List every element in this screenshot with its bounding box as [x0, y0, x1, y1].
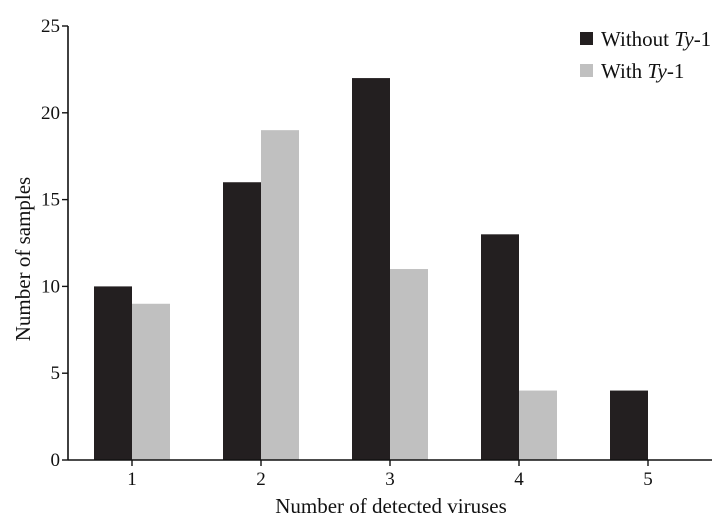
y-tick-label: 15 [41, 190, 60, 211]
legend-swatch-without-ty1 [580, 32, 593, 45]
x-tick-label: 2 [256, 469, 266, 490]
x-axis-title: Number of detected viruses [275, 494, 507, 518]
bar-without-ty1-4 [481, 234, 519, 460]
y-tick-label: 20 [41, 103, 60, 124]
y-tick-label: 10 [41, 276, 60, 297]
bar-with-ty1-1 [132, 303, 170, 460]
legend-label-suffix: -1 [694, 27, 712, 51]
legend-label-italic: Ty [674, 27, 694, 51]
y-tick-label: 5 [51, 363, 61, 384]
y-tick-label: 0 [51, 450, 61, 471]
x-tick-label: 4 [514, 469, 524, 490]
legend-label-without-ty1: Without Ty-1 [601, 27, 711, 51]
bar-without-ty1-1 [94, 286, 132, 460]
legend-label-suffix: -1 [667, 59, 685, 83]
y-axis-ticks: 0 5 10 15 20 25 [41, 16, 68, 471]
bar-without-ty1-2 [223, 182, 261, 461]
legend-label-italic: Ty [647, 59, 667, 83]
bar-with-ty1-2 [261, 130, 299, 460]
bar-with-ty1-4 [519, 390, 557, 460]
x-tick-label: 1 [127, 469, 137, 490]
y-axis-title: Number of samples [11, 177, 35, 341]
legend-label-prefix: With [601, 59, 647, 83]
bar-without-ty1-3 [352, 78, 390, 460]
x-tick-label: 5 [643, 469, 653, 490]
x-tick-label: 3 [385, 469, 395, 490]
legend-label-with-ty1: With Ty-1 [601, 59, 684, 83]
x-axis-ticks: 1 2 3 4 5 [127, 460, 653, 490]
bars-layer [94, 78, 648, 461]
legend-swatch-with-ty1 [580, 64, 593, 77]
legend-label-prefix: Without [601, 27, 674, 51]
bar-with-ty1-3 [390, 269, 428, 460]
y-tick-label: 25 [41, 16, 60, 37]
bar-without-ty1-5 [610, 390, 648, 460]
